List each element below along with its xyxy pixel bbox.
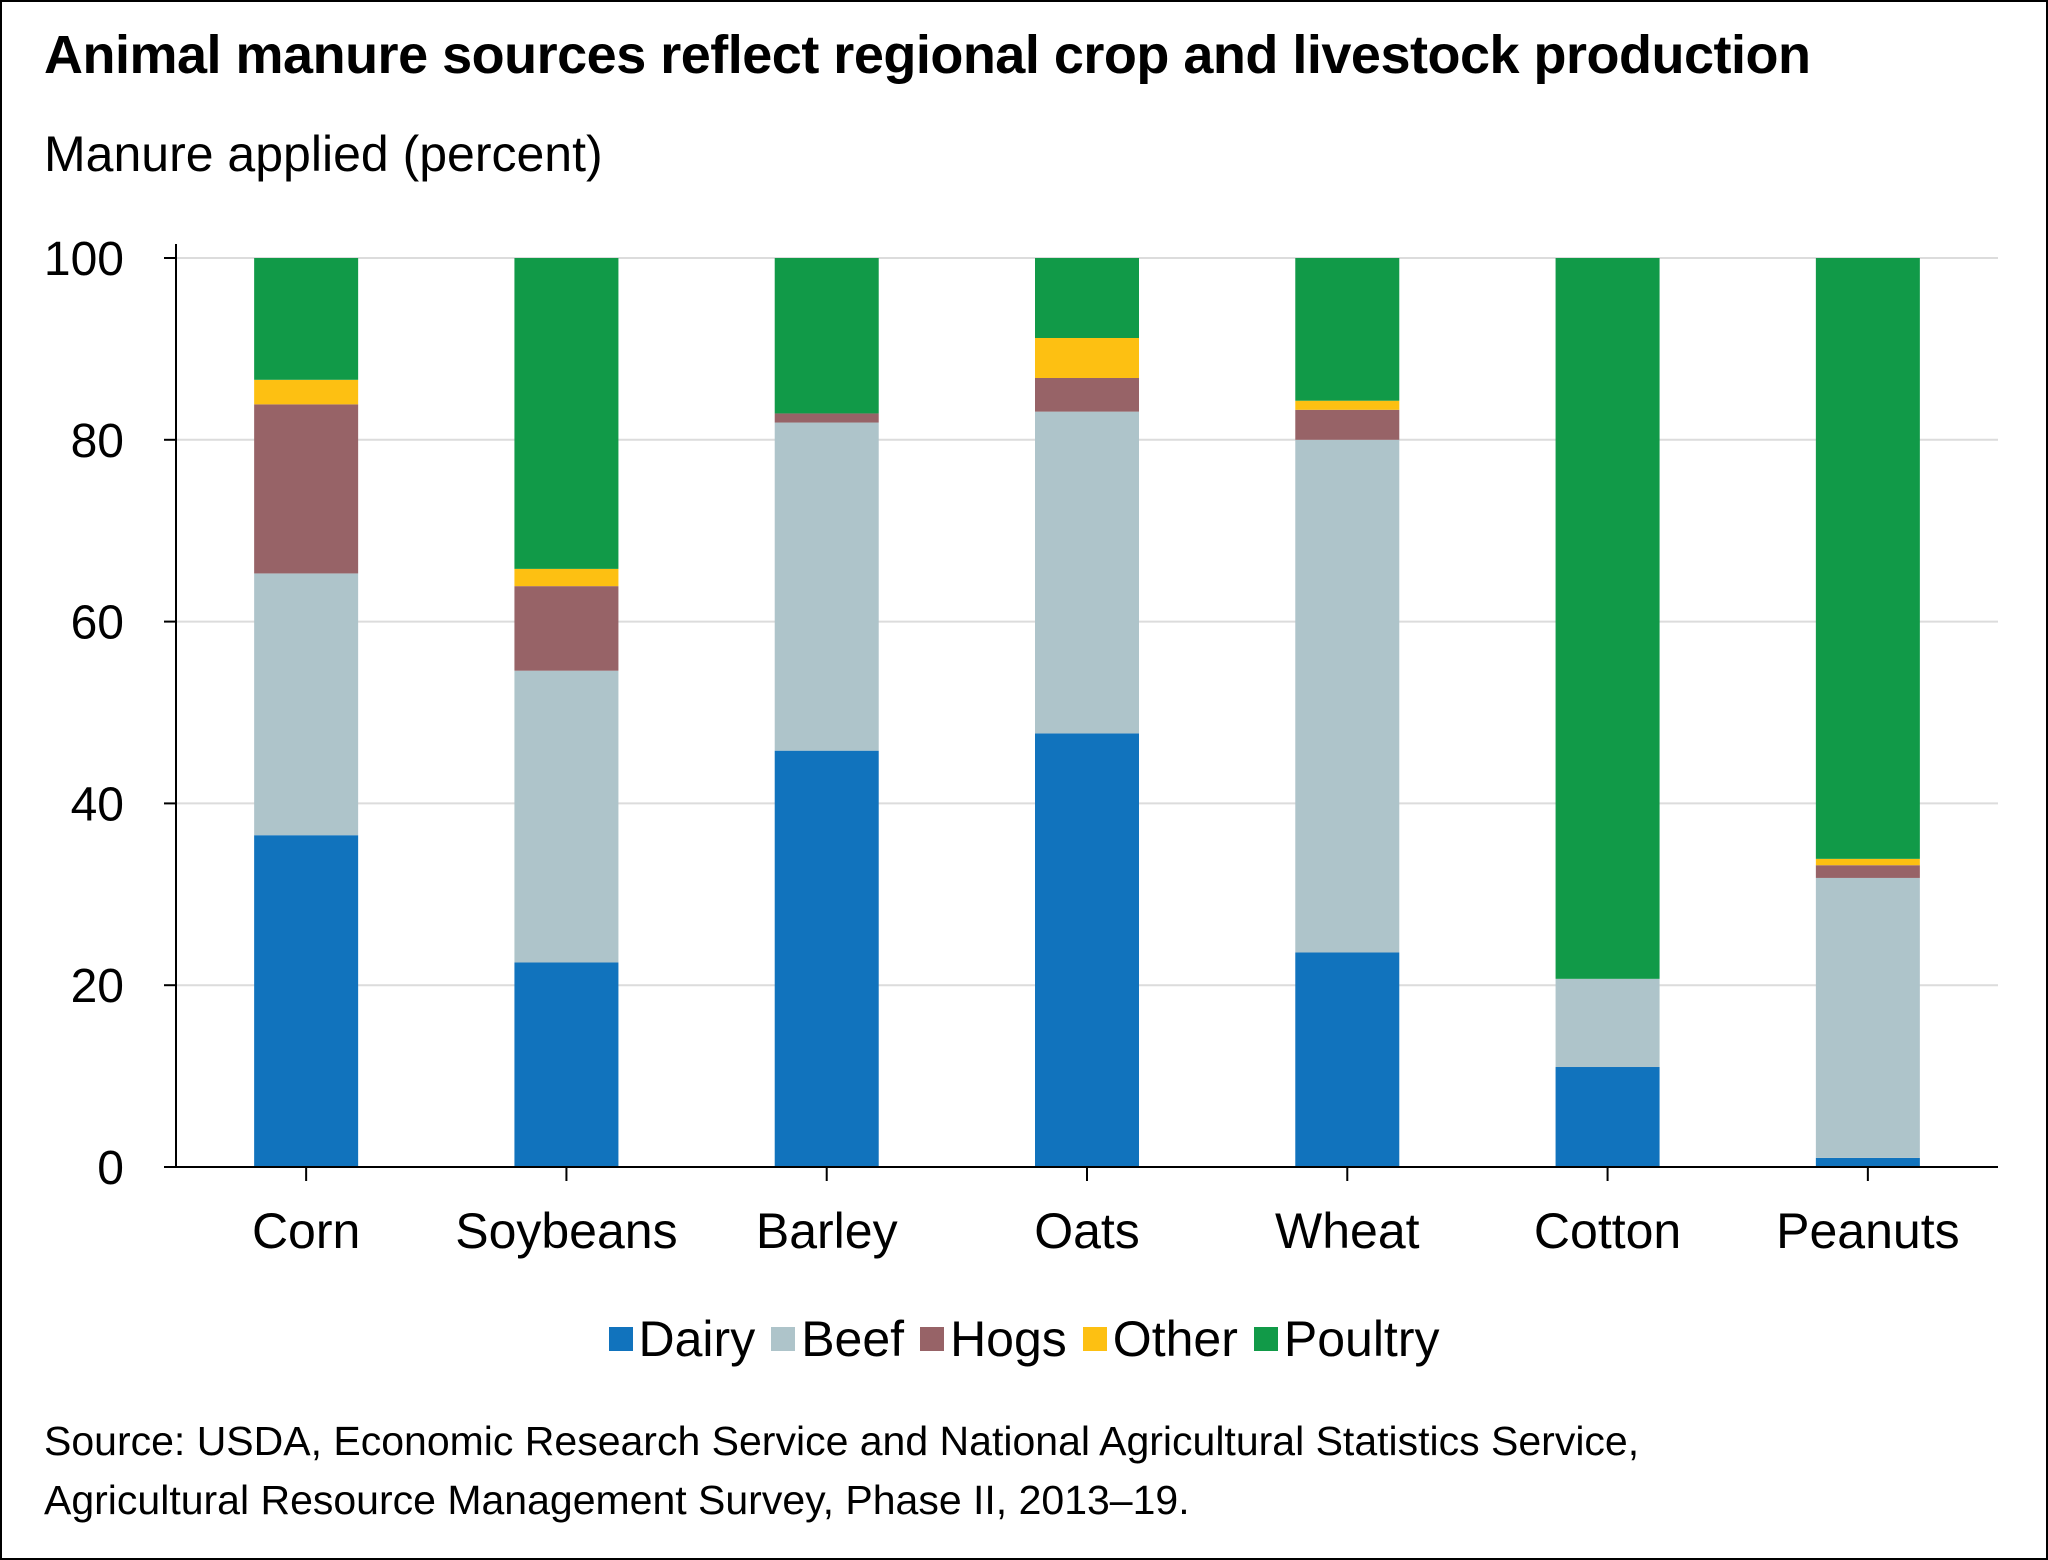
y-tick-label-80: 80: [71, 415, 124, 468]
legend-swatch-hogs: [920, 1327, 945, 1351]
y-tick-label-0: 0: [97, 1142, 124, 1195]
x-tick-label-peanuts: Peanuts: [1776, 1203, 1959, 1259]
x-tick-label-wheat: Wheat: [1275, 1203, 1420, 1259]
bar-soybeans-hogs: [514, 586, 619, 671]
legend-swatch-other: [1082, 1327, 1107, 1351]
x-tick-label-corn: Corn: [252, 1203, 360, 1259]
x-tick-label-barley: Barley: [756, 1203, 898, 1259]
legend-label-beef: Beef: [801, 1311, 905, 1367]
legend: Dairy Beef Hogs Other Poultry: [0, 1310, 2048, 1368]
legend-swatch-dairy: [608, 1327, 633, 1351]
bar-wheat-other: [1295, 400, 1400, 410]
legend-item-hogs: Hogs: [920, 1310, 1067, 1368]
bar-wheat-beef: [1295, 439, 1400, 953]
legend-swatch-beef: [771, 1327, 796, 1351]
stacked-bar-chart: 0 20 40 60 80 100 Corn Soybeans Barley Oats Wheat C…: [44, 233, 1998, 1259]
bar-corn-poultry: [254, 258, 359, 380]
legend-label-hogs: Hogs: [950, 1311, 1067, 1367]
bar-barley-dairy: [774, 750, 879, 1167]
bar-wheat-hogs: [1295, 409, 1400, 440]
bar-peanuts-other: [1815, 858, 1920, 866]
source-line-2: Agricultural Resource Management Survey,…: [44, 1477, 1190, 1523]
bar-peanuts-hogs: [1815, 865, 1920, 878]
legend-swatch-poultry: [1253, 1327, 1278, 1351]
source-note: Source: USDA, Economic Research Service …: [44, 1412, 1639, 1530]
bar-soybeans-other: [514, 568, 619, 587]
x-tick-label-cotton: Cotton: [1534, 1203, 1681, 1259]
bar-soybeans-beef: [514, 670, 619, 963]
bar-cotton-beef: [1555, 978, 1660, 1068]
bar-barley-hogs: [774, 413, 879, 423]
bar-barley-poultry: [774, 258, 879, 414]
y-axis-label: Manure applied (percent): [44, 126, 603, 182]
bar-soybeans-dairy: [514, 962, 619, 1167]
x-tick-label-soybeans: Soybeans: [455, 1203, 677, 1259]
bar-wheat-dairy: [1295, 952, 1400, 1167]
bar-soybeans-poultry: [514, 258, 619, 569]
y-tick-label-20: 20: [71, 960, 124, 1013]
legend-label-poultry: Poultry: [1283, 1311, 1440, 1367]
bar-peanuts-poultry: [1815, 258, 1920, 859]
bar-peanuts-dairy: [1815, 1157, 1920, 1167]
legend-item-beef: Beef: [771, 1310, 904, 1368]
bar-oats-poultry: [1035, 258, 1139, 338]
chart-title: Animal manure sources reflect regional c…: [44, 25, 1811, 85]
legend-item-poultry: Poultry: [1253, 1310, 1440, 1368]
bar-cotton-poultry: [1555, 258, 1660, 979]
legend-label-other: Other: [1112, 1311, 1238, 1367]
bar-oats-hogs: [1035, 377, 1139, 412]
y-tick-label-100: 100: [44, 233, 124, 286]
bar-wheat-poultry: [1295, 258, 1400, 401]
x-tick-label-oats: Oats: [1034, 1203, 1140, 1259]
legend-label-dairy: Dairy: [638, 1311, 756, 1367]
bar-oats-beef: [1035, 411, 1139, 734]
bar-peanuts-beef: [1815, 877, 1920, 1158]
source-line-1: Source: USDA, Economic Research Service …: [44, 1418, 1640, 1464]
bar-cotton-dairy: [1555, 1067, 1660, 1167]
bar-oats-other: [1035, 337, 1139, 378]
bar-barley-beef: [774, 422, 879, 751]
bar-corn-hogs: [254, 404, 359, 574]
bar-corn-dairy: [254, 835, 359, 1167]
bar-oats-dairy: [1035, 733, 1139, 1167]
legend-item-dairy: Dairy: [608, 1310, 756, 1368]
legend-item-other: Other: [1082, 1310, 1238, 1368]
bar-corn-beef: [254, 573, 359, 836]
y-tick-label-40: 40: [71, 778, 124, 831]
bar-corn-other: [254, 379, 359, 405]
y-tick-label-60: 60: [71, 597, 124, 650]
